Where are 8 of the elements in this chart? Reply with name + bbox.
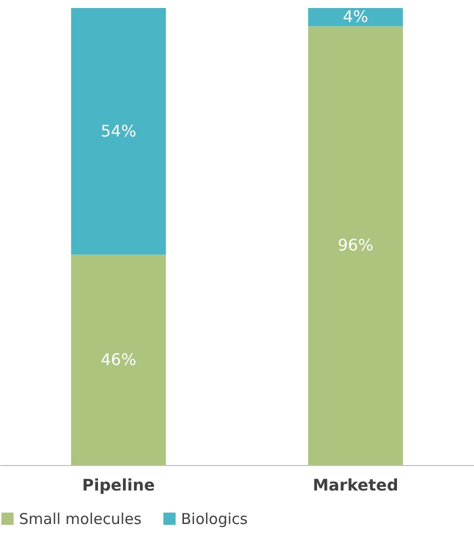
legend-label: Small molecules — [19, 510, 142, 528]
x-tick-label: Marketed — [312, 476, 398, 494]
data-label: 96% — [338, 236, 374, 255]
data-label: 46% — [100, 350, 136, 369]
data-label: 54% — [100, 121, 136, 140]
legend-label: Biologics — [181, 510, 248, 528]
x-tick-label: Pipeline — [82, 476, 156, 494]
data-label: 4% — [342, 7, 368, 26]
